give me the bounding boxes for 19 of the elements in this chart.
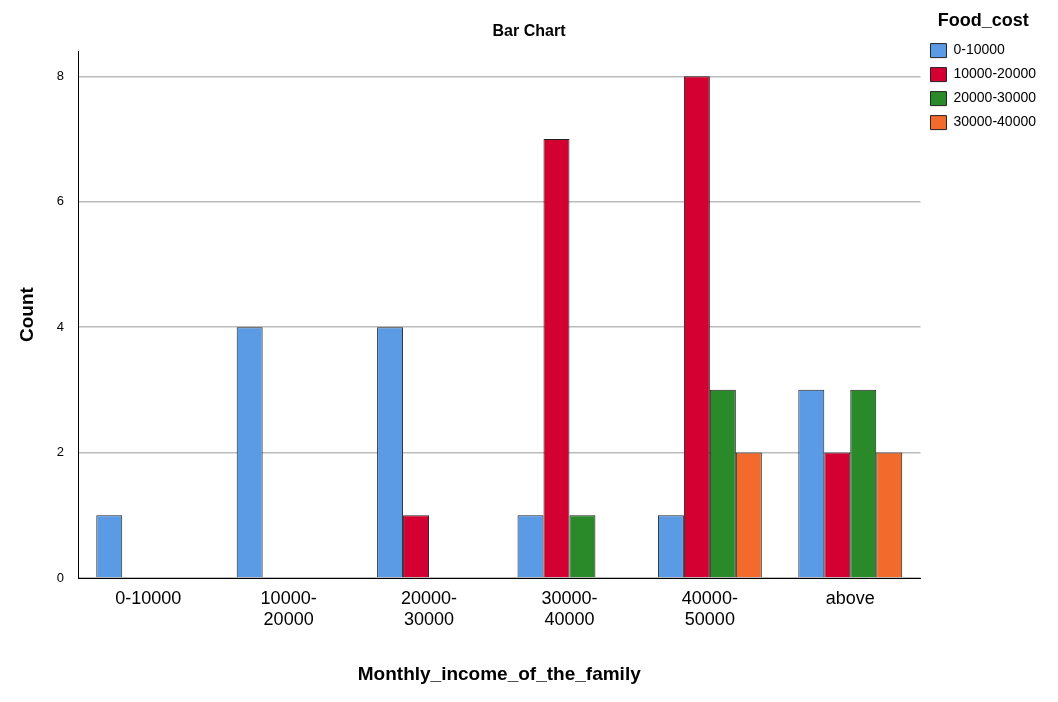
x-tick-label: 10000-20000: [260, 587, 317, 630]
y-tick-label: 2: [56, 444, 65, 460]
x-tick-label: 0-10000: [115, 587, 182, 608]
legend-label: 10000-20000: [953, 65, 1037, 82]
x-tick-label: 20000-30000: [401, 587, 458, 630]
y-tick-label: 8: [56, 67, 65, 83]
y-tick-label: 0: [56, 569, 65, 585]
y-axis-title: Count: [15, 286, 37, 343]
x-tick-label: 40000-50000: [681, 587, 738, 630]
y-tick-label: 4: [56, 318, 65, 334]
legend-label: 0-10000: [953, 41, 1006, 58]
x-tick-label: above: [825, 587, 875, 608]
x-axis-title: Monthly_income_of_the_family: [357, 662, 642, 684]
legend-label: 30000-40000: [953, 113, 1037, 130]
chart-title: Bar Chart: [492, 22, 567, 40]
y-tick-label: 6: [56, 193, 65, 209]
x-tick-label: 30000-40000: [541, 587, 598, 630]
legend-label: 20000-30000: [953, 89, 1037, 106]
legend-title: Food_cost: [937, 9, 1029, 30]
